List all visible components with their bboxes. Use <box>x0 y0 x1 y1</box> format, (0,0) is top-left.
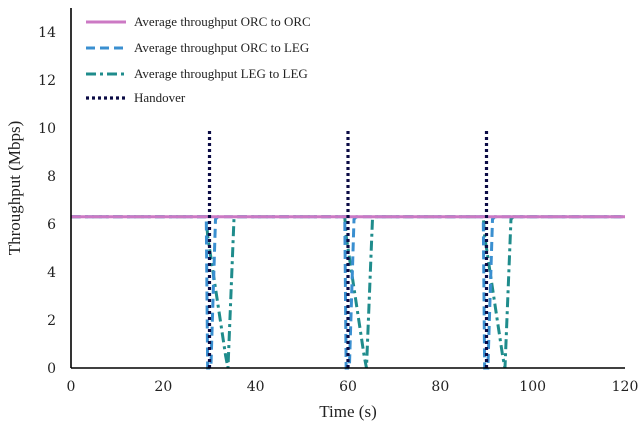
y-tick-label: 12 <box>38 73 56 89</box>
y-axis-title: Throughput (Mbps) <box>5 121 24 256</box>
x-tick-label: 100 <box>519 379 546 395</box>
x-tick-label: 40 <box>247 379 265 395</box>
y-tick-label: 14 <box>38 25 56 41</box>
y-tick-label: 10 <box>38 121 56 137</box>
legend-label-handover: Handover <box>134 90 186 105</box>
x-axis-title: Time (s) <box>319 402 376 421</box>
axes-layer <box>70 8 625 369</box>
y-tick-label: 0 <box>47 361 56 377</box>
legend: Average throughput ORC to ORC Average th… <box>86 14 311 105</box>
legend-label-orc-to-leg: Average throughput ORC to LEG <box>134 40 309 55</box>
x-tick-label: 120 <box>612 379 639 395</box>
legend-label-orc-to-orc: Average throughput ORC to ORC <box>134 14 311 29</box>
y-tick-label: 6 <box>47 217 56 233</box>
x-tick-label: 0 <box>67 379 76 395</box>
series-layer <box>71 128 625 370</box>
x-tick-label: 20 <box>154 379 172 395</box>
y-tick-label: 2 <box>47 313 56 329</box>
y-tick-label: 8 <box>47 169 56 185</box>
x-tick-label: 60 <box>339 379 357 395</box>
x-tick-label: 80 <box>431 379 449 395</box>
y-tick-label: 4 <box>47 265 56 281</box>
ticks-layer: 0 20 40 60 80 100 120 0 2 4 6 8 10 12 14 <box>38 25 638 395</box>
legend-label-leg-to-leg: Average throughput LEG to LEG <box>134 66 308 81</box>
series-line-average-throughput-leg-to-leg <box>71 215 625 369</box>
